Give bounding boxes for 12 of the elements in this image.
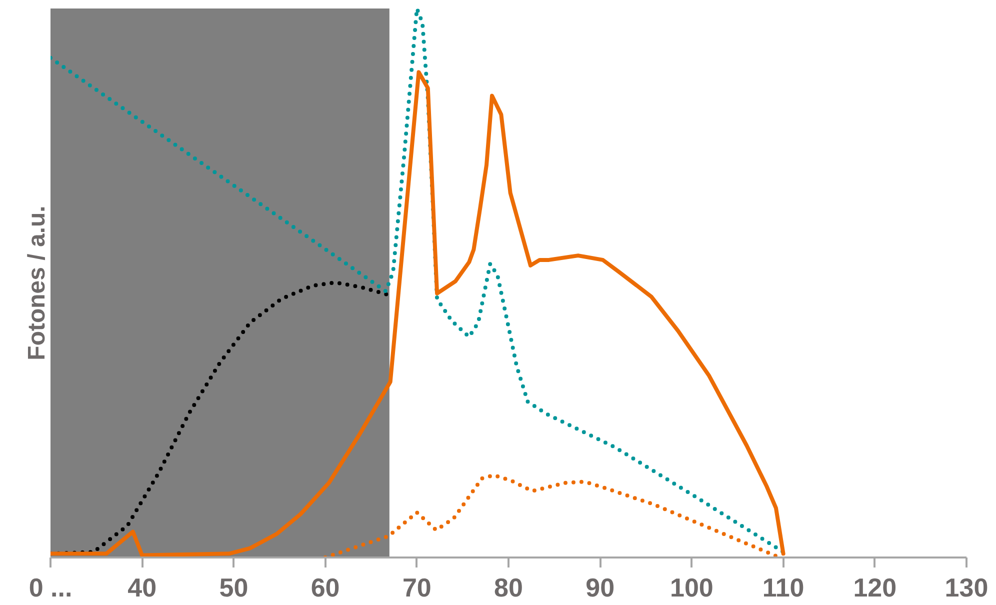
x-tick-label: 80 xyxy=(494,572,523,602)
x-tick-label: 120 xyxy=(853,572,897,602)
x-tick-label: 90 xyxy=(586,572,615,602)
x-tick-label: 40 xyxy=(128,572,157,602)
x-tick-label: 60 xyxy=(310,572,340,602)
x-tick-label: 130 xyxy=(944,572,988,602)
x-tick-label: 0 ... xyxy=(28,572,72,602)
x-tick-label: 110 xyxy=(762,572,804,602)
x-tick-label: 70 xyxy=(402,572,432,602)
y-axis-title: Fotones / a.u. xyxy=(24,206,50,360)
x-tick-label: 50 xyxy=(219,572,248,602)
x-tick-label: 100 xyxy=(670,572,714,602)
